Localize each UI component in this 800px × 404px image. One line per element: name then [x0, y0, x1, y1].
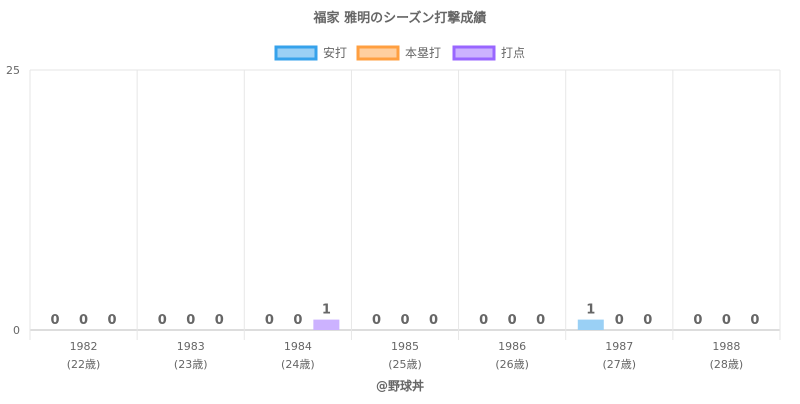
data-label: 0 [215, 313, 224, 328]
data-label: 0 [429, 313, 438, 328]
data-label: 1 [322, 303, 331, 318]
x-tick-sublabel: (26歳) [495, 358, 529, 371]
grid-lines [29, 69, 781, 340]
data-label: 0 [293, 313, 302, 328]
data-labels: 0 0 0 0 0 1 0 0 0 0 0 0 0 0 0 0 1 0 0 0 0 [51, 303, 760, 328]
data-label: 0 [722, 313, 731, 328]
x-tick-label: 1986 [498, 340, 526, 353]
data-label: 0 [693, 313, 702, 328]
x-axis: 1982 (22歳) 1983 (23歳) 1984 (24歳) 1985 (25歳) 1986… [67, 340, 743, 371]
legend-label-2: 打点 [501, 46, 525, 60]
data-label: 1 [586, 303, 595, 318]
legend-label-0: 安打 [323, 45, 347, 60]
data-label: 0 [400, 313, 409, 328]
data-label: 0 [479, 313, 488, 328]
legend-swatch-1 [356, 45, 400, 61]
x-tick-sublabel: (28歳) [710, 358, 744, 371]
y-tick-label: 25 [6, 64, 20, 77]
bars [313, 319, 604, 330]
legend-swatch-0 [274, 45, 318, 61]
data-label: 0 [372, 313, 381, 328]
data-label: 0 [750, 313, 759, 328]
data-label: 0 [51, 313, 60, 328]
x-tick-label: 1985 [391, 340, 419, 353]
data-label: 0 [186, 313, 195, 328]
x-tick-sublabel: (22歳) [67, 358, 101, 371]
data-label: 0 [158, 313, 167, 328]
x-tick-sublabel: (25歳) [388, 358, 422, 371]
x-tick-sublabel: (23歳) [174, 358, 208, 371]
footer-credit: @野球丼 [376, 378, 424, 393]
x-tick-label: 1987 [605, 340, 633, 353]
data-label: 0 [536, 313, 545, 328]
bar-安打-1987 [577, 319, 604, 330]
x-tick-label: 1988 [712, 340, 740, 353]
x-tick-label: 1984 [284, 340, 312, 353]
data-label: 0 [265, 313, 274, 328]
data-label: 0 [108, 313, 117, 328]
data-label: 0 [643, 313, 652, 328]
y-tick-label: 0 [13, 324, 20, 337]
legend-swatch-2 [452, 45, 496, 61]
chart-title: 福家 雅明のシーズン打撃成績 [313, 10, 487, 26]
x-tick-label: 1982 [70, 340, 98, 353]
legend: 安打 本塁打 打点 [274, 45, 525, 61]
x-tick-label: 1983 [177, 340, 205, 353]
x-tick-sublabel: (27歳) [602, 358, 636, 371]
data-label: 0 [508, 313, 517, 328]
bar-打点-1984 [313, 319, 340, 330]
data-label: 0 [79, 313, 88, 328]
data-label: 0 [615, 313, 624, 328]
x-tick-sublabel: (24歳) [281, 358, 315, 371]
legend-label-1: 本塁打 [405, 46, 441, 60]
y-axis: 0 25 [6, 64, 20, 337]
